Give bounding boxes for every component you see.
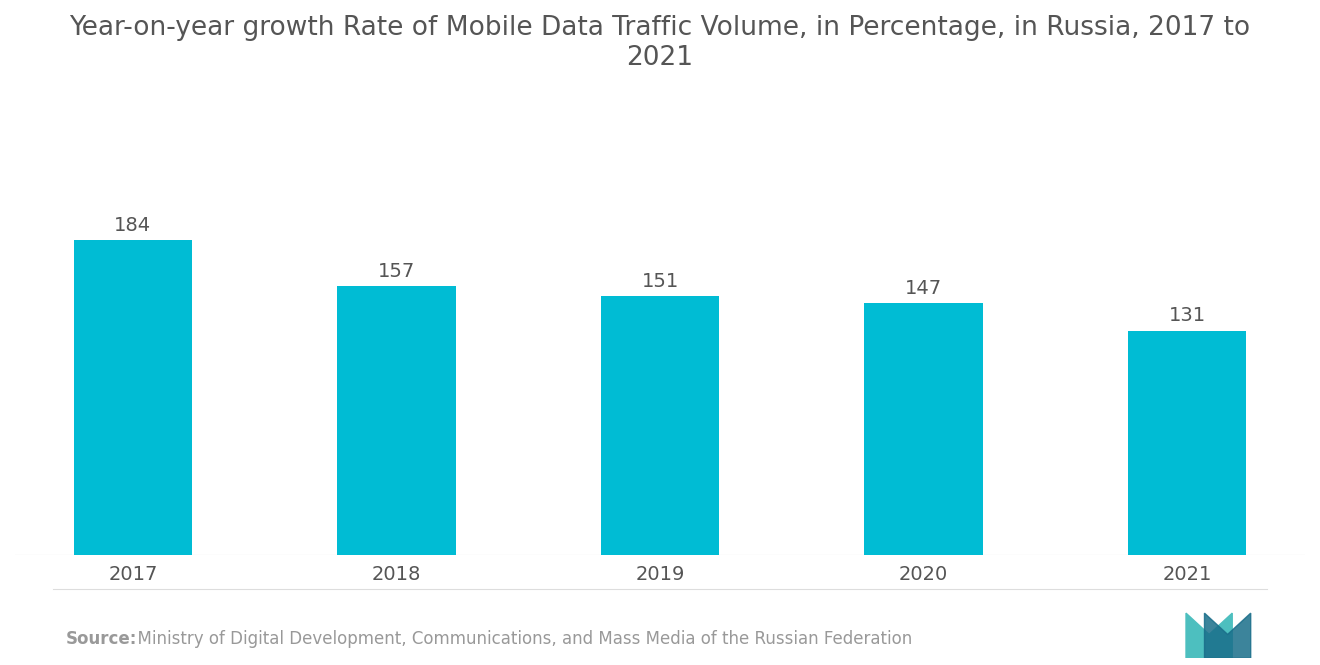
Bar xyxy=(337,286,455,555)
Bar xyxy=(865,303,983,555)
Bar xyxy=(601,297,719,555)
Bar xyxy=(1127,331,1246,555)
Text: 147: 147 xyxy=(906,279,942,298)
Polygon shape xyxy=(1204,613,1251,658)
Title: Year-on-year growth Rate of Mobile Data Traffic Volume, in Percentage, in Russia: Year-on-year growth Rate of Mobile Data … xyxy=(70,15,1250,71)
Text: 131: 131 xyxy=(1168,307,1205,325)
Text: 157: 157 xyxy=(378,262,414,281)
Text: 184: 184 xyxy=(115,216,152,235)
Bar xyxy=(74,240,193,555)
Text: 151: 151 xyxy=(642,272,678,291)
Polygon shape xyxy=(1185,613,1233,658)
Text: Source:: Source: xyxy=(66,630,137,648)
Text: Ministry of Digital Development, Communications, and Mass Media of the Russian F: Ministry of Digital Development, Communi… xyxy=(127,630,912,648)
